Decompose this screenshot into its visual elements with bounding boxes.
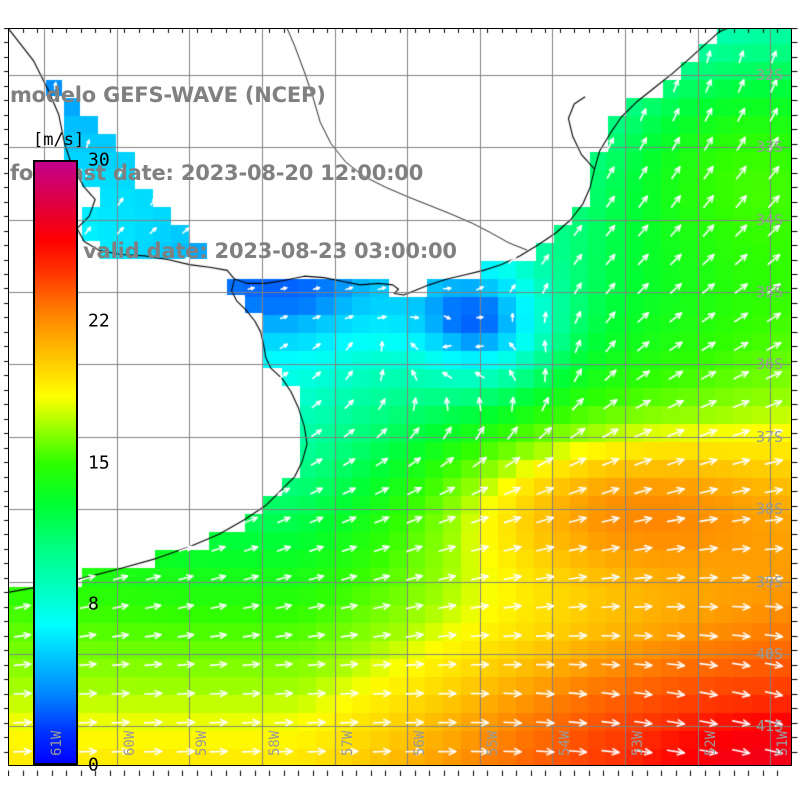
latitude-label-34S: 34S (756, 210, 784, 229)
longitude-label-56W: 56W (412, 730, 429, 756)
axis-ticks-right (792, 28, 800, 766)
latitude-label-33S: 33S (756, 138, 784, 157)
latitude-label-36S: 36S (756, 355, 784, 374)
longitude-label-59W: 59W (194, 730, 211, 756)
colorbar-tick-0: 0 (88, 754, 99, 776)
colorbar-tick-22: 22 (88, 310, 110, 332)
colorbar-tick-30: 30 (88, 149, 110, 171)
longitude-label-51W: 51W (775, 730, 792, 756)
colorbar-unit-label: [m/s] (33, 130, 85, 150)
latitude-label-32S: 32S (756, 66, 784, 85)
latitude-label-40S: 40S (756, 644, 784, 663)
longitude-label-53W: 53W (630, 730, 647, 756)
longitude-label-55W: 55W (484, 730, 501, 756)
colorbar-tick-15: 15 (88, 452, 110, 473)
latitude-label-35S: 35S (756, 283, 784, 302)
longitude-label-52W: 52W (702, 730, 719, 756)
wind-direction-arrows (8, 28, 792, 766)
longitude-label-61W: 61W (49, 730, 66, 756)
latitude-label-38S: 38S (756, 500, 784, 519)
colorbar-tick-8: 8 (88, 593, 99, 615)
longitude-label-57W: 57W (339, 730, 356, 756)
title-model: modelo GEFS-WAVE (NCEP) (10, 83, 326, 107)
latitude-label-41S: 41S (756, 717, 784, 736)
map-title-block: modelo GEFS-WAVE (NCEP) forecast date: 2… (10, 30, 530, 316)
colorbar-gradient[interactable] (33, 160, 78, 765)
title-valid-date: valid date: 2023-08-23 03:00:00 (83, 239, 457, 263)
title-forecast-date: forecast date: 2023-08-20 12:00:00 (10, 161, 424, 185)
longitude-label-58W: 58W (267, 730, 284, 756)
longitude-label-60W: 60W (121, 730, 138, 756)
latitude-label-39S: 39S (756, 572, 784, 591)
longitude-label-54W: 54W (557, 730, 574, 756)
axis-ticks-bottom (8, 766, 792, 776)
latitude-label-37S: 37S (756, 427, 784, 446)
